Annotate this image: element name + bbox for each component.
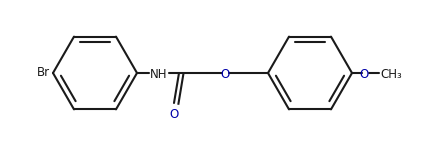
Text: CH₃: CH₃ [380,68,402,80]
Text: O: O [170,108,179,121]
Text: O: O [359,68,369,80]
Text: Br: Br [37,67,50,79]
Text: NH: NH [150,68,167,80]
Text: O: O [220,68,230,80]
